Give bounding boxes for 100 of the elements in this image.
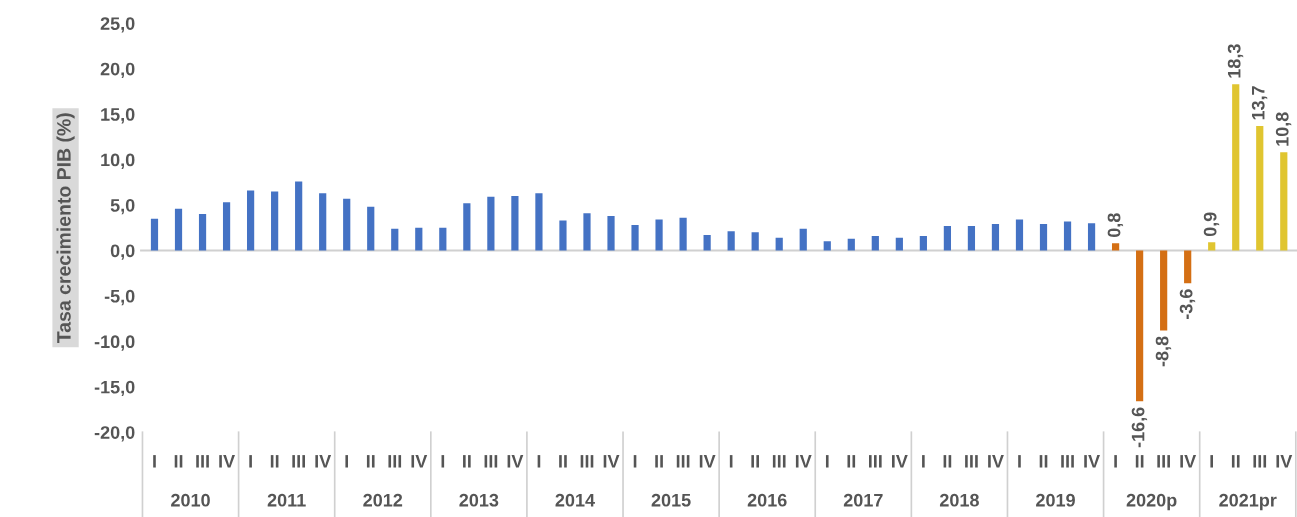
bar — [415, 227, 423, 251]
bar — [583, 213, 591, 251]
y-tick-label: 5,0 — [110, 198, 135, 215]
bar — [751, 232, 759, 251]
x-tick-label: I — [1018, 455, 1021, 468]
bar — [775, 237, 783, 251]
x-tick-label: II — [943, 455, 952, 468]
bar — [823, 241, 831, 251]
x-tick-label: III — [676, 455, 690, 468]
bar — [511, 195, 519, 251]
x-tick-label: IV — [892, 455, 908, 468]
data-label: -8,8 — [1155, 336, 1172, 367]
x-tick-label: I — [441, 455, 445, 468]
bar — [1111, 243, 1120, 251]
x-tick-label: III — [388, 455, 402, 468]
text: 2019 — [1036, 493, 1075, 507]
data-label: 0,9 — [1203, 212, 1220, 237]
text: 2020p — [1126, 493, 1177, 511]
x-tick-label: II — [366, 455, 375, 468]
x-tick-label: I — [249, 455, 252, 468]
x-tick-label: I — [825, 455, 829, 468]
x-tick-label: II — [1135, 455, 1144, 468]
bar — [487, 196, 495, 251]
bar — [535, 193, 543, 251]
x-tick-label: I — [922, 455, 925, 468]
x-tick-label: I — [345, 455, 349, 468]
y-tick-label: 25,0 — [100, 17, 135, 33]
bar — [391, 228, 399, 251]
y-axis-title: Tasa crecimiento PIB (%) — [56, 113, 75, 343]
y-tick-label: 10,0 — [101, 153, 135, 169]
bar — [367, 206, 375, 251]
bar — [1256, 125, 1264, 251]
data-label: 13,7 — [1251, 86, 1268, 120]
x-tick-label: III — [292, 455, 305, 468]
bar — [1039, 224, 1048, 251]
bar — [895, 237, 903, 251]
x-tick-label: IV — [315, 455, 332, 468]
x-tick-label: IV — [1276, 455, 1293, 468]
y-tick-label: 0,0 — [110, 244, 135, 260]
bar — [319, 193, 327, 251]
bar — [967, 225, 976, 251]
x-tick-label: IV — [1180, 455, 1197, 468]
y-tick-label: -20,0 — [94, 426, 135, 442]
bar — [150, 218, 159, 251]
x-tick-label: IV — [988, 455, 1004, 468]
x-tick-label: I — [1114, 455, 1117, 468]
bar — [655, 219, 663, 251]
bar — [847, 238, 855, 251]
bar — [799, 228, 807, 251]
x-tick-label: II — [751, 455, 759, 468]
x-tick-label: I — [1210, 455, 1213, 468]
bar — [1160, 250, 1168, 331]
y-tick-label: -5,0 — [104, 289, 135, 306]
bar — [1015, 219, 1024, 251]
text: 2014 — [555, 493, 595, 507]
text: 2013 — [459, 493, 499, 507]
x-tick-label: II — [270, 455, 279, 468]
text: 2011 — [267, 493, 306, 507]
bar — [679, 217, 687, 251]
bar — [222, 202, 231, 251]
text: 2010 — [171, 493, 210, 507]
data-label: 18,3 — [1227, 44, 1244, 78]
bar — [607, 215, 615, 251]
text: 2015 — [651, 493, 691, 507]
text: 2012 — [363, 493, 403, 507]
x-tick-label: I — [633, 455, 637, 468]
x-tick-label: III — [1157, 455, 1170, 468]
x-tick-label: I — [153, 455, 156, 468]
bar — [247, 190, 255, 251]
x-tick-label: II — [655, 455, 663, 468]
bar — [1063, 221, 1072, 251]
x-tick-label: III — [484, 455, 498, 468]
data-label: -16,6 — [1131, 407, 1148, 448]
x-tick-label: III — [965, 455, 978, 468]
bar — [919, 235, 927, 251]
text: 2018 — [939, 493, 979, 507]
y-tick-label: 20,0 — [100, 62, 135, 79]
y-tick-label: -10,0 — [94, 335, 135, 351]
bar — [271, 191, 279, 251]
bar — [703, 235, 711, 251]
x-tick-label: II — [174, 455, 183, 468]
bar — [1087, 223, 1096, 251]
x-tick-label: IV — [699, 455, 716, 468]
x-tick-label: I — [537, 455, 541, 468]
x-tick-label: I — [729, 455, 733, 468]
bar — [631, 225, 639, 251]
x-tick-label: III — [1061, 455, 1074, 468]
y-tick-label: -15,0 — [94, 380, 135, 397]
y-tick-label: 15,0 — [101, 108, 135, 124]
bar — [1136, 250, 1144, 402]
x-tick-label: IV — [603, 455, 620, 468]
bar — [198, 214, 207, 251]
x-tick-label: III — [869, 455, 882, 468]
x-tick-label: IV — [411, 455, 428, 468]
x-tick-label: IV — [795, 455, 812, 468]
bar — [727, 231, 735, 251]
x-tick-label: IV — [219, 455, 235, 468]
x-tick-label: III — [1253, 455, 1267, 468]
x-tick-label: II — [559, 455, 567, 468]
x-tick-label: III — [580, 455, 594, 468]
